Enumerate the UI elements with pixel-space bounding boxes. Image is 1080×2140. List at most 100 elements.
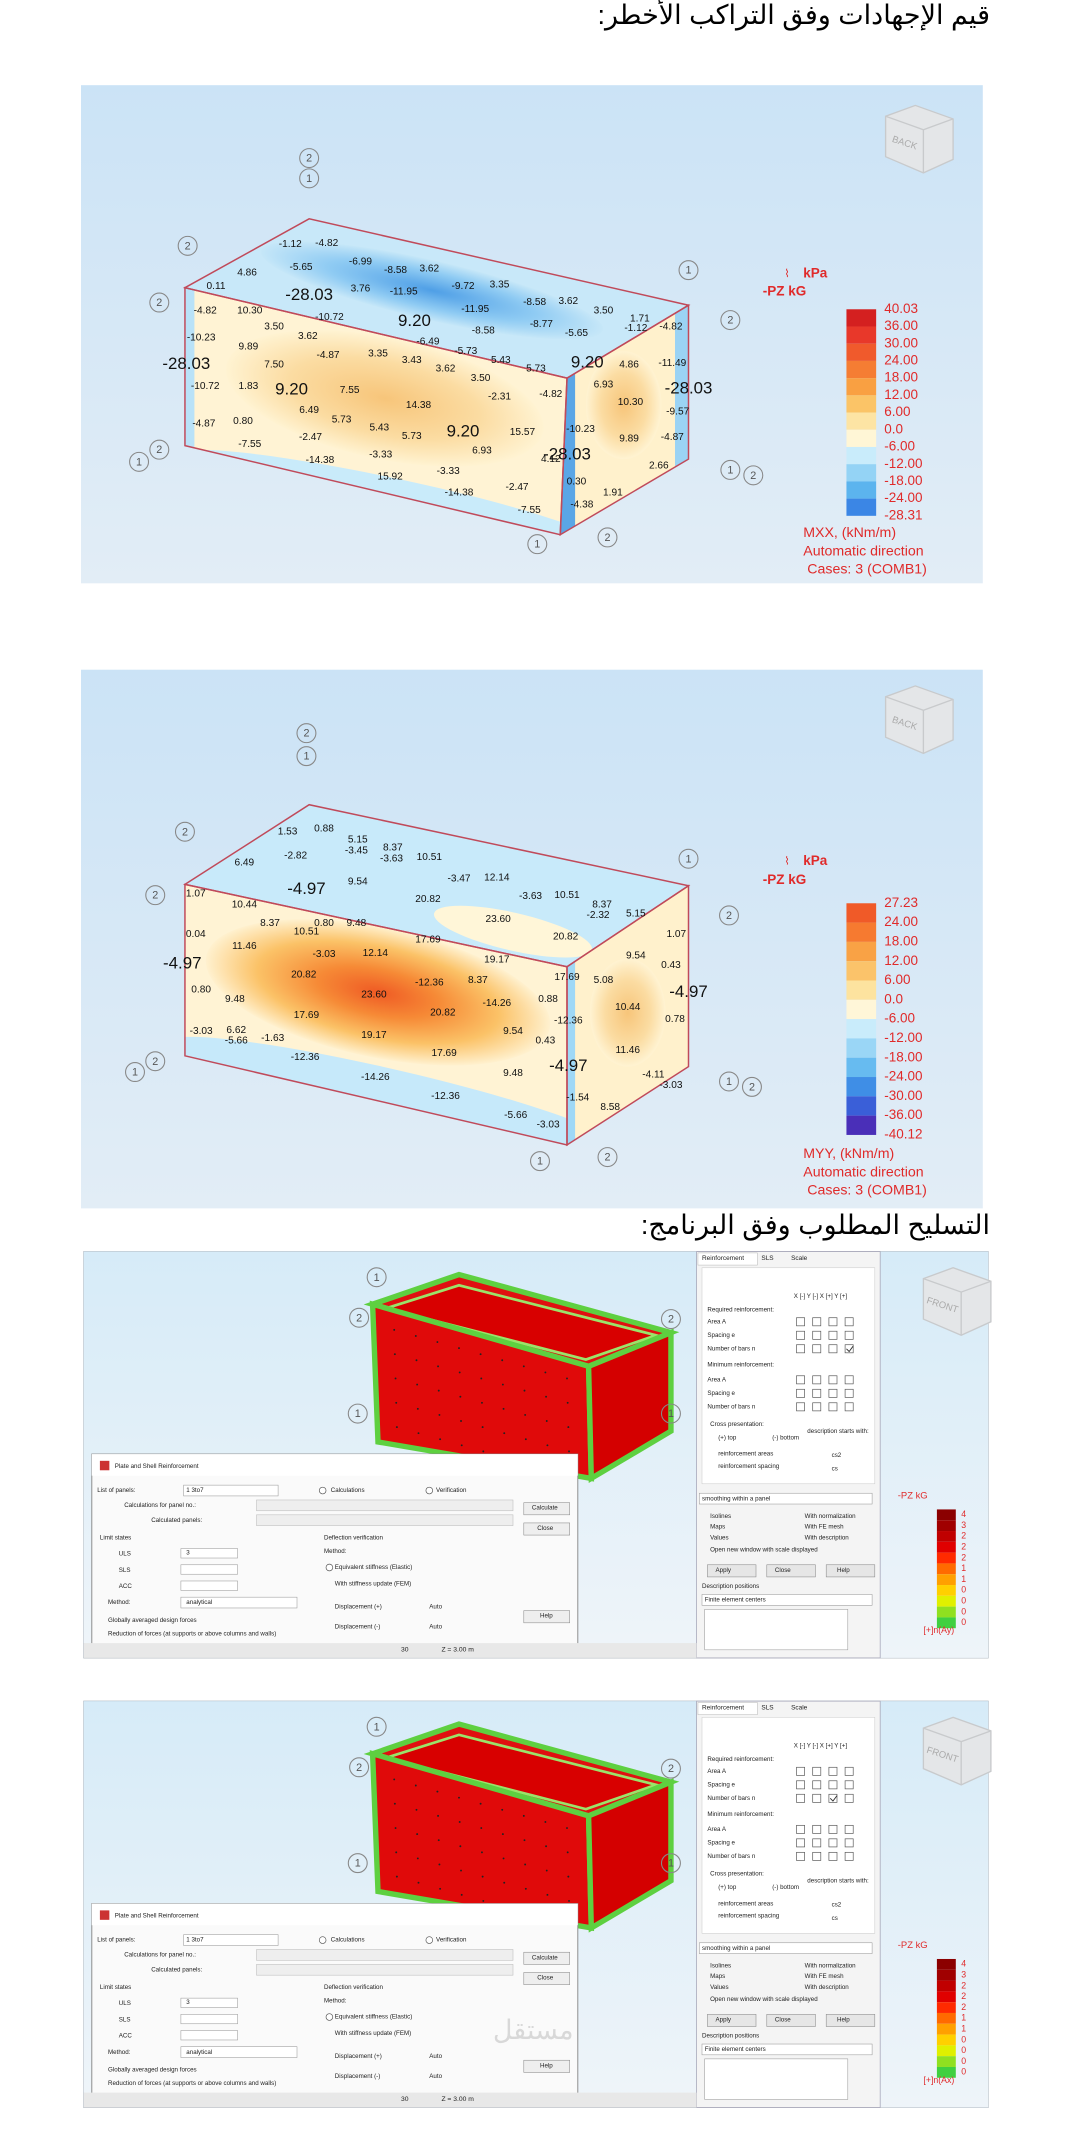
dialog-icon xyxy=(99,1910,110,1920)
radio[interactable] xyxy=(318,1486,327,1495)
checkbox[interactable] xyxy=(812,1330,822,1340)
input[interactable] xyxy=(183,1934,279,1946)
checkbox[interactable] xyxy=(828,1766,838,1776)
radio[interactable] xyxy=(425,1486,434,1495)
radio[interactable] xyxy=(318,1936,327,1944)
button[interactable] xyxy=(766,2014,816,2027)
checkbox[interactable] xyxy=(796,1344,805,1354)
checkbox[interactable] xyxy=(812,1851,822,1861)
checkbox[interactable] xyxy=(844,1793,854,1803)
checkbox[interactable] xyxy=(844,1375,854,1385)
checkbox[interactable] xyxy=(812,1344,822,1354)
settings-text: Spacing e xyxy=(707,1390,735,1397)
checkbox[interactable] xyxy=(812,1824,822,1834)
checkbox[interactable] xyxy=(796,1402,805,1412)
button[interactable] xyxy=(523,1502,570,1516)
mesh-dot xyxy=(523,1389,526,1392)
checkbox[interactable] xyxy=(812,1402,822,1412)
checkbox[interactable] xyxy=(812,1766,822,1776)
checkbox[interactable] xyxy=(828,1330,838,1340)
checkbox[interactable] xyxy=(844,1402,854,1412)
checkbox[interactable] xyxy=(844,1766,854,1776)
checkbox[interactable] xyxy=(828,1375,838,1385)
checkbox[interactable] xyxy=(844,1851,854,1861)
button[interactable] xyxy=(766,1564,816,1578)
dialog-text: Calculated panels: xyxy=(151,1517,202,1524)
checkbox[interactable] xyxy=(796,1317,805,1327)
dropdown[interactable] xyxy=(699,1942,873,1954)
contour-value: -11.95 xyxy=(461,304,489,315)
dialog xyxy=(91,1903,579,2095)
input[interactable] xyxy=(180,1580,238,1591)
settings-text: Required reinforcement: xyxy=(707,1756,774,1763)
contour-value: -4.97 xyxy=(287,879,325,898)
checkbox[interactable] xyxy=(812,1317,822,1327)
input[interactable] xyxy=(180,1564,238,1575)
input[interactable] xyxy=(180,1548,238,1559)
checkbox[interactable] xyxy=(828,1344,838,1354)
radio[interactable] xyxy=(425,1936,434,1944)
contour-value: -7.55 xyxy=(518,505,541,516)
checkbox[interactable] xyxy=(796,1780,805,1790)
checkbox[interactable] xyxy=(812,1838,822,1848)
checkbox[interactable] xyxy=(812,1780,822,1790)
contour-value: 3.62 xyxy=(436,363,456,374)
checkbox[interactable] xyxy=(828,1388,838,1398)
input[interactable] xyxy=(180,2014,238,2025)
dialog-text: 3 xyxy=(186,1549,190,1556)
checkbox[interactable] xyxy=(828,1780,838,1790)
radio[interactable] xyxy=(325,2013,334,2021)
button[interactable] xyxy=(825,2014,876,2027)
button[interactable] xyxy=(523,1522,570,1536)
radio[interactable] xyxy=(325,1563,334,1572)
checkbox[interactable] xyxy=(844,1388,854,1398)
settings-text: Close xyxy=(775,1567,791,1574)
checkbox[interactable] xyxy=(796,1851,805,1861)
contour-value: 23.60 xyxy=(361,990,387,1001)
status-text: 30 xyxy=(401,1647,409,1654)
button[interactable] xyxy=(523,1972,570,1985)
checkbox[interactable] xyxy=(844,1838,854,1848)
checkbox[interactable] xyxy=(796,1838,805,1848)
input[interactable] xyxy=(180,2030,238,2041)
button[interactable] xyxy=(523,1610,570,1624)
dialog-text: Displacement (+) xyxy=(335,2053,382,2060)
checkbox[interactable] xyxy=(812,1388,822,1398)
dropdown[interactable] xyxy=(701,2043,873,2056)
checkbox[interactable] xyxy=(796,1330,805,1340)
dropdown[interactable] xyxy=(180,2046,298,2058)
button[interactable] xyxy=(523,1951,570,1965)
legend-caption: [+]n(Ax) xyxy=(923,2075,954,2085)
button[interactable] xyxy=(707,1564,757,1578)
checkbox[interactable] xyxy=(844,1824,854,1834)
checkbox[interactable] xyxy=(828,1851,838,1861)
dropdown[interactable] xyxy=(699,1492,873,1505)
checkbox[interactable] xyxy=(812,1375,822,1385)
checkbox[interactable] xyxy=(828,1793,838,1803)
button[interactable] xyxy=(707,2014,757,2027)
heading: التسليح المطلوب وفق البرنامج: xyxy=(640,1210,990,1240)
checkbox[interactable] xyxy=(844,1344,854,1354)
legend-unit: -PZ kG xyxy=(763,283,807,298)
checkbox[interactable] xyxy=(844,1330,854,1340)
checkbox[interactable] xyxy=(828,1317,838,1327)
checkbox[interactable] xyxy=(844,1780,854,1790)
checkbox[interactable] xyxy=(796,1766,805,1776)
checkbox[interactable] xyxy=(828,1838,838,1848)
button[interactable] xyxy=(825,1564,876,1578)
legend-swatch xyxy=(846,464,877,482)
checkbox[interactable] xyxy=(796,1793,805,1803)
input[interactable] xyxy=(180,1997,238,2008)
checkbox[interactable] xyxy=(812,1793,822,1803)
checkbox[interactable] xyxy=(796,1375,805,1385)
dropdown[interactable] xyxy=(180,1596,298,1609)
checkbox[interactable] xyxy=(828,1824,838,1834)
checkbox[interactable] xyxy=(844,1317,854,1327)
checkbox[interactable] xyxy=(796,1824,805,1834)
settings-text: (-) bottom xyxy=(772,1435,799,1442)
button[interactable] xyxy=(523,2059,570,2073)
input[interactable] xyxy=(183,1484,279,1497)
checkbox[interactable] xyxy=(828,1402,838,1412)
dropdown[interactable] xyxy=(701,1594,873,1606)
checkbox[interactable] xyxy=(796,1388,805,1398)
